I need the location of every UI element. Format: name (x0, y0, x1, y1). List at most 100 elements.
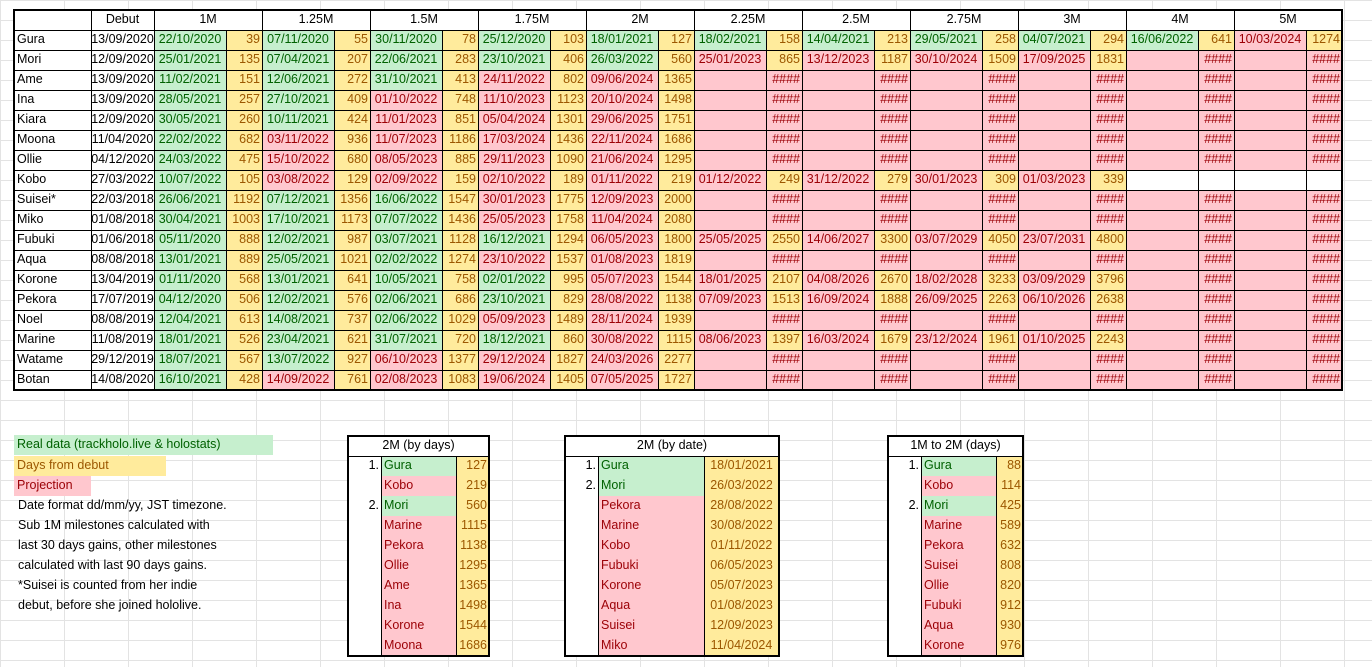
rank-value[interactable]: 820 (996, 576, 1023, 596)
milestone-days[interactable]: 888 (226, 230, 262, 250)
milestone-days[interactable]: #### (1090, 310, 1126, 330)
milestone-days[interactable]: #### (982, 130, 1018, 150)
milestone-days[interactable]: 2080 (658, 210, 694, 230)
rank-name[interactable]: Marine (381, 516, 456, 536)
milestone-days[interactable]: #### (766, 90, 802, 110)
milestone-days[interactable]: #### (874, 70, 910, 90)
milestone-days[interactable]: 1800 (658, 230, 694, 250)
milestone-days[interactable]: 2638 (1090, 290, 1126, 310)
milestone-days[interactable]: 1128 (442, 230, 478, 250)
milestone-days[interactable]: #### (1198, 70, 1234, 90)
milestone-days[interactable]: 567 (226, 350, 262, 370)
milestone-days[interactable]: 526 (226, 330, 262, 350)
rank-name[interactable]: Gura (381, 456, 456, 476)
milestone-days[interactable]: #### (1198, 250, 1234, 270)
milestone-days[interactable]: #### (982, 190, 1018, 210)
milestone-date[interactable]: 16/03/2024 (802, 330, 874, 350)
milestone-date[interactable]: 10/05/2021 (370, 270, 442, 290)
row-debut[interactable]: 27/03/2022 (91, 170, 154, 190)
rank-value[interactable]: 01/11/2022 (704, 536, 779, 556)
milestone-date[interactable]: 11/07/2023 (370, 130, 442, 150)
milestone-days[interactable]: 885 (442, 150, 478, 170)
milestone-days[interactable]: 475 (226, 150, 262, 170)
milestone-date[interactable]: 01/12/2022 (694, 170, 766, 190)
milestone-days[interactable]: #### (1198, 190, 1234, 210)
milestone-date[interactable]: 18/01/2025 (694, 270, 766, 290)
milestone-days[interactable]: 1686 (658, 130, 694, 150)
milestone-days[interactable]: 860 (550, 330, 586, 350)
milestone-date[interactable]: 17/10/2021 (262, 210, 334, 230)
milestone-date[interactable]: 30/01/2023 (910, 170, 982, 190)
milestone-days[interactable]: 103 (550, 30, 586, 50)
row-debut[interactable]: 22/03/2018 (91, 190, 154, 210)
milestone-date[interactable] (1018, 210, 1090, 230)
rank-name[interactable]: Suisei (921, 556, 996, 576)
milestone-date[interactable] (1018, 350, 1090, 370)
milestone-days[interactable]: 339 (1090, 170, 1126, 190)
milestone-date[interactable]: 14/09/2022 (262, 370, 334, 390)
milestone-date[interactable]: 01/11/2022 (586, 170, 658, 190)
row-name[interactable]: Pekora (14, 290, 91, 310)
milestone-date[interactable]: 19/06/2024 (478, 370, 550, 390)
milestone-days[interactable]: 294 (1090, 30, 1126, 50)
milestone-date[interactable]: 30/05/2021 (154, 110, 226, 130)
milestone-days[interactable]: 1090 (550, 150, 586, 170)
milestone-date[interactable]: 01/03/2023 (1018, 170, 1090, 190)
milestone-date[interactable]: 23/04/2021 (262, 330, 334, 350)
rank-value[interactable]: 06/05/2023 (704, 556, 779, 576)
milestone-days[interactable]: #### (1090, 350, 1126, 370)
rank-value[interactable]: 05/07/2023 (704, 576, 779, 596)
rank-name[interactable]: Ame (381, 576, 456, 596)
milestone-date[interactable] (1234, 190, 1306, 210)
milestone-days[interactable]: #### (1198, 270, 1234, 290)
row-debut[interactable]: 11/04/2020 (91, 130, 154, 150)
milestone-date[interactable]: 30/10/2024 (910, 50, 982, 70)
milestone-date[interactable]: 02/02/2022 (370, 250, 442, 270)
row-debut[interactable]: 13/09/2020 (91, 30, 154, 50)
milestone-days[interactable]: 613 (226, 310, 262, 330)
milestone-days[interactable]: 4050 (982, 230, 1018, 250)
rank-name[interactable]: Aqua (921, 616, 996, 636)
milestone-date[interactable]: 24/03/2026 (586, 350, 658, 370)
milestone-days[interactable]: 1295 (658, 150, 694, 170)
milestone-days[interactable]: 641 (334, 270, 370, 290)
milestone-date[interactable] (1018, 90, 1090, 110)
milestone-days[interactable]: 151 (226, 70, 262, 90)
milestone-date[interactable] (1234, 110, 1306, 130)
milestone-date[interactable]: 05/11/2020 (154, 230, 226, 250)
milestone-days[interactable]: #### (1306, 290, 1342, 310)
milestone-days[interactable]: #### (1090, 210, 1126, 230)
row-debut[interactable]: 29/12/2019 (91, 350, 154, 370)
row-name[interactable]: Watame (14, 350, 91, 370)
milestone-date[interactable]: 27/10/2021 (262, 90, 334, 110)
rank-name[interactable]: Kobo (381, 476, 456, 496)
rank-value[interactable]: 88 (996, 456, 1023, 476)
rank-name[interactable]: Mori (598, 476, 704, 496)
rank-value[interactable]: 976 (996, 636, 1023, 656)
rank-value[interactable]: 632 (996, 536, 1023, 556)
milestone-days[interactable]: #### (982, 350, 1018, 370)
milestone-date[interactable] (694, 210, 766, 230)
milestone-date[interactable]: 06/10/2023 (370, 350, 442, 370)
milestone-date[interactable]: 22/02/2022 (154, 130, 226, 150)
rank-name[interactable]: Gura (921, 456, 996, 476)
milestone-date[interactable]: 24/11/2022 (478, 70, 550, 90)
milestone-date[interactable]: 01/10/2025 (1018, 330, 1090, 350)
milestone-days[interactable]: 1537 (550, 250, 586, 270)
row-debut[interactable]: 13/09/2020 (91, 70, 154, 90)
milestone-date[interactable]: 07/07/2022 (370, 210, 442, 230)
milestone-date[interactable]: 26/03/2022 (586, 50, 658, 70)
rank-value[interactable]: 18/01/2021 (704, 456, 779, 476)
milestone-date[interactable]: 10/07/2022 (154, 170, 226, 190)
milestone-days[interactable]: #### (982, 70, 1018, 90)
milestone-date[interactable]: 29/05/2021 (910, 30, 982, 50)
milestone-days[interactable]: 1679 (874, 330, 910, 350)
milestone-date[interactable] (1126, 350, 1198, 370)
milestone-days[interactable]: 1513 (766, 290, 802, 310)
milestone-date[interactable] (1126, 270, 1198, 290)
milestone-date[interactable] (1018, 130, 1090, 150)
milestone-days[interactable]: 987 (334, 230, 370, 250)
rank-name[interactable]: Marine (921, 516, 996, 536)
milestone-days[interactable]: 1819 (658, 250, 694, 270)
milestone-days[interactable]: 1751 (658, 110, 694, 130)
